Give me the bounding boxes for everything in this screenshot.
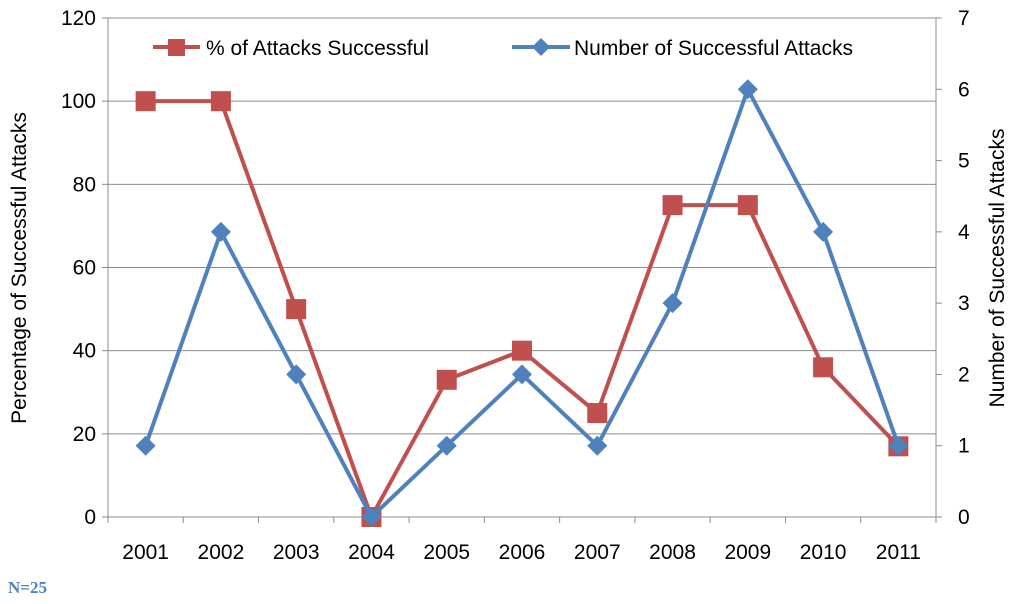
data-point-square [737, 195, 758, 216]
x-tick-label: 2011 [876, 541, 921, 564]
right-tick-label: 0 [958, 506, 970, 529]
legend-label-count: Number of Successful Attacks [574, 37, 853, 60]
left-tick-label: 60 [73, 257, 96, 280]
left-axis-title: Percentage of Successful Attacks [8, 112, 31, 424]
left-tick-label: 100 [61, 90, 96, 113]
gridlines [108, 17, 936, 435]
series-line-count [143, 87, 901, 519]
data-point-square [436, 369, 457, 390]
data-point-square [662, 195, 683, 216]
series [135, 79, 909, 527]
legend-item-percent: % of Attacks Successful [153, 37, 429, 60]
x-tick-label: 2007 [574, 541, 621, 564]
left-tick-label: 80 [73, 173, 96, 196]
data-point-diamond [737, 79, 758, 100]
legend-item-count: Number of Successful Attacks [512, 37, 853, 60]
data-point-square [512, 340, 532, 361]
left-tick-label: 0 [84, 506, 96, 529]
legend-marker-square [168, 39, 185, 56]
left-tick-label: 20 [73, 423, 96, 446]
legend-marker-diamond [532, 38, 550, 56]
x-tick-label: 2004 [348, 541, 395, 564]
right-tick-label: 6 [958, 78, 970, 101]
x-axis-ticks: 2001 2002 2003 2004 2005 2006 2007 2008 2009 2010… [122, 541, 921, 564]
data-point-diamond [361, 507, 382, 527]
data-point-diamond [587, 435, 608, 456]
data-point-square [286, 299, 307, 320]
right-tick-label: 7 [958, 7, 970, 30]
right-tick-label: 5 [958, 150, 970, 173]
data-point-square [813, 357, 834, 378]
right-axis-title: Number of Successful Attacks [986, 129, 1009, 408]
x-tick-label: 2008 [649, 541, 696, 564]
x-tick-label: 2009 [724, 541, 771, 564]
left-tick-label: 120 [61, 7, 96, 30]
sample-size-note: N=25 [8, 578, 47, 597]
right-tick-label: 4 [958, 221, 970, 244]
legend: % of Attacks Successful Number of Succes… [153, 37, 853, 60]
data-point-square [587, 403, 608, 424]
axes [102, 17, 942, 523]
data-point-diamond [210, 221, 231, 242]
data-point-diamond [135, 435, 156, 456]
x-tick-label: 2005 [423, 541, 470, 564]
data-point-diamond [512, 364, 532, 385]
left-tick-label: 40 [73, 340, 96, 363]
right-tick-label: 3 [958, 292, 970, 315]
data-point-square [210, 91, 231, 112]
x-tick-label: 2001 [122, 541, 169, 564]
right-axis-ticks: 0 1 2 3 4 5 6 7 [958, 7, 970, 529]
right-tick-label: 1 [958, 435, 970, 458]
data-point-diamond [436, 435, 457, 456]
x-tick-label: 2003 [273, 541, 320, 564]
x-tick-label: 2006 [499, 541, 546, 564]
legend-label-percent: % of Attacks Successful [206, 37, 429, 60]
data-point-diamond [286, 364, 307, 385]
x-tick-label: 2002 [198, 541, 245, 564]
x-tick-label: 2010 [800, 541, 847, 564]
right-tick-label: 2 [958, 363, 970, 386]
data-point-diamond [888, 435, 909, 456]
left-axis-ticks: 0 20 40 60 80 100 120 [61, 7, 96, 529]
data-point-diamond [813, 221, 834, 242]
data-point-square [135, 91, 156, 112]
data-point-diamond [662, 293, 683, 314]
